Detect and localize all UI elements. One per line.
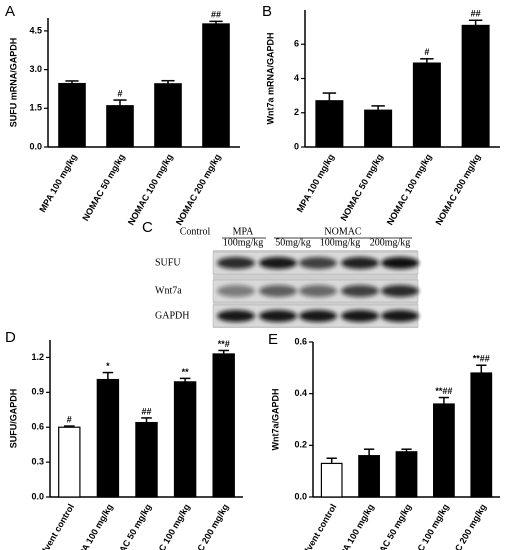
y-tick-label: 0.0 (31, 491, 44, 501)
panel-label: E (268, 331, 278, 348)
y-tick-label: 0.3 (31, 456, 44, 466)
x-tick-label: NOMAC 50 mg/kg (80, 152, 126, 222)
blot-row-label: SUFU (155, 257, 181, 268)
x-tick-label: Solvent control (35, 502, 76, 550)
y-axis-label: SUFU/GAPDH (8, 389, 18, 449)
blot-row-label: Wnt7a (155, 285, 182, 296)
bar (358, 455, 380, 498)
y-tick-label: 0.9 (31, 387, 44, 397)
y-tick-label: 0.2 (294, 440, 307, 450)
blot-band (259, 285, 297, 297)
significance-label: **# (218, 339, 230, 349)
significance-label: ## (141, 406, 151, 416)
significance-label: # (67, 414, 72, 424)
bar (58, 426, 81, 498)
y-axis-label: Wnt7a/GAPDH (270, 388, 280, 450)
significance-label: **## (473, 354, 490, 364)
y-tick-label: 0.6 (294, 336, 307, 346)
blot-band (341, 285, 379, 297)
y-tick-label: 2 (294, 107, 299, 117)
y-tick-label: 6 (294, 39, 299, 49)
y-tick-label: 0.0 (294, 491, 307, 501)
x-tick-label: Solvent control (297, 502, 338, 550)
y-tick-label: 4.5 (29, 25, 42, 35)
blot-band (259, 257, 297, 269)
significance-label: # (117, 88, 122, 98)
blot-lane-label: 100mg/kg (320, 237, 361, 248)
blot-band (341, 257, 379, 269)
bar (212, 353, 235, 498)
significance-label: **## (435, 386, 452, 396)
blot-lane-label: NOMAC (324, 226, 362, 237)
blot-lane-label: MPA (233, 226, 255, 237)
significance-label: ** (182, 367, 190, 377)
y-tick-label: 1.5 (29, 103, 42, 113)
bar (106, 105, 134, 148)
bar (433, 403, 455, 498)
bar (154, 83, 182, 148)
blot-band (217, 257, 255, 269)
bar (96, 378, 120, 498)
x-tick-label: NOMAC 200 mg/kg (433, 152, 482, 227)
blot-band (299, 285, 337, 297)
x-tick-label: NOMAC 100 mg/kg (385, 152, 434, 227)
y-tick-label: 1.2 (31, 352, 44, 362)
panel-label: B (262, 3, 272, 20)
bar (320, 462, 343, 498)
y-tick-label: 0 (294, 141, 299, 151)
bar (461, 24, 490, 148)
blot-lane-label: 50mg/kg (275, 237, 311, 248)
panel-label: D (5, 329, 16, 346)
panel-label: C (142, 219, 153, 236)
significance-label: ## (211, 10, 221, 20)
blot-band (259, 310, 297, 322)
y-tick-label: 3.0 (29, 64, 42, 74)
blot-band (341, 310, 379, 322)
bar (173, 381, 197, 498)
bar (58, 82, 86, 148)
blot-band (217, 310, 255, 322)
blot-band (217, 285, 255, 297)
bar (412, 62, 441, 148)
significance-label: * (106, 361, 110, 371)
blot-band (381, 257, 419, 269)
blot-row-label: GAPDH (155, 310, 189, 321)
bar (135, 421, 158, 498)
y-axis-label: SUFU mRNA/GAPDH (8, 38, 18, 128)
bar (470, 372, 493, 498)
bar (202, 23, 230, 148)
x-tick-label: NOMAC 100 mg/kg (126, 152, 175, 227)
significance-label: # (424, 47, 429, 57)
x-tick-label: MPA 100 mg/kg (334, 502, 375, 550)
panel-label: A (5, 3, 15, 20)
blot-lane-label: 200mg/kg (370, 237, 411, 248)
blot-band (381, 310, 419, 322)
y-tick-label: 0.0 (29, 141, 42, 151)
y-tick-label: 0.6 (31, 422, 44, 432)
x-tick-label: NOMAC 200 mg/kg (174, 152, 223, 227)
y-tick-label: 0.4 (294, 388, 307, 398)
x-tick-label: NOMAC 50 mg/kg (107, 502, 153, 550)
blot-band (299, 310, 337, 322)
x-tick-label: MPA 100 mg/kg (73, 502, 114, 550)
x-tick-label: NOMAC 50 mg/kg (338, 152, 384, 222)
blot-lane-label: Control (180, 226, 211, 237)
blot-lane-label: 100mg/kg (223, 237, 264, 248)
bar (315, 100, 344, 148)
x-tick-label: MPA 100 mg/kg (295, 152, 336, 214)
y-tick-label: 4 (294, 73, 299, 83)
significance-label: ## (471, 9, 481, 19)
x-tick-label: MPA 100 mg/kg (37, 152, 78, 214)
bar (364, 109, 393, 148)
y-axis-label: Wnt7a mRNA/GAPDH (265, 32, 275, 124)
blot-band (381, 285, 419, 297)
blot-band (299, 257, 337, 269)
bar (395, 451, 418, 498)
